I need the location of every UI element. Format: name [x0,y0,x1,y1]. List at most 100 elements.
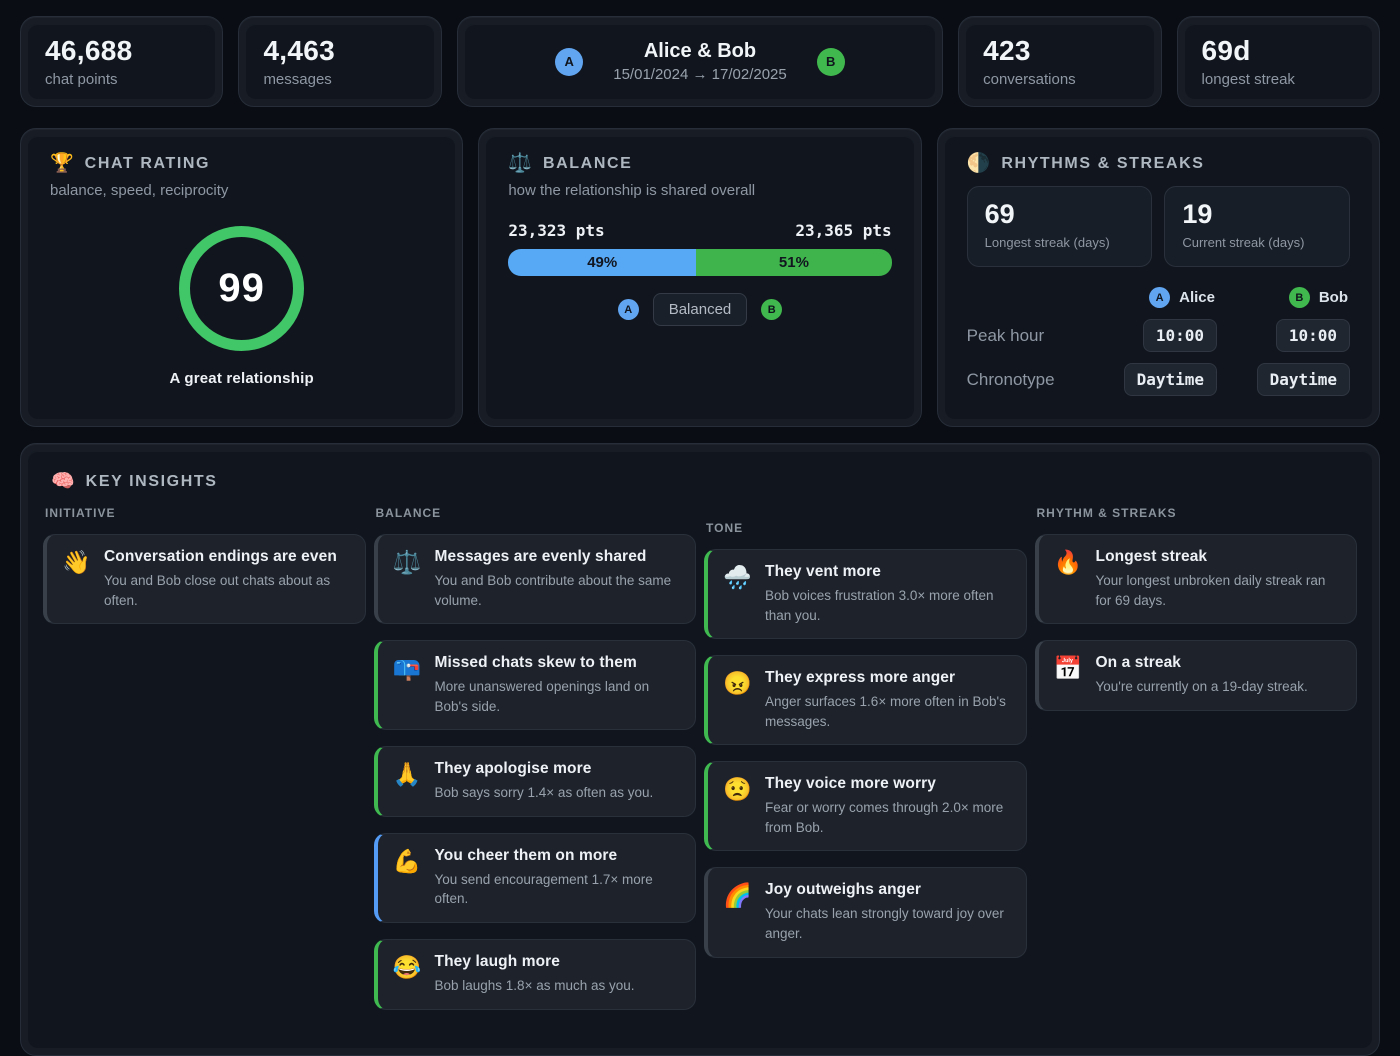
insight-card: 📅 On a streak You're currently on a 19-day… [1034,640,1357,711]
insight-title: They express more anger [765,669,956,687]
insight-title: On a streak [1095,654,1182,672]
stat-label: conversations [983,71,1076,88]
insight-title: They voice more worry [765,775,936,793]
insight-title: They apologise more [434,760,592,778]
mailbox-icon: 📪 [392,655,422,682]
top-stats-row: 46,688 chat points 4,463 messages A Alic… [20,16,1380,107]
insight-column-heading: TONE [706,521,744,535]
trophy-icon: 🏆 [50,153,74,174]
longest-streak-box: 69 Longest streak (days) [966,186,1153,267]
stat-value: 4,463 [263,35,336,66]
alice-percent: 49% [587,254,618,271]
insight-description: Your chats lean strongly toward joy over… [765,906,1004,941]
insight-description: You send encouragement 1.7× more often. [434,871,653,907]
insight-card: 🌧️ They vent more Bob voices frustration 3… [704,549,1027,640]
chronotype-row: Chronotype Daytime Daytime [967,363,1350,396]
panel-title: KEY INSIGHTS [85,472,218,490]
balance-bar-alice: 49% [508,249,697,276]
chronotype-bob: Daytime [1256,363,1350,396]
brain-icon: 🧠 [51,471,75,492]
insight-description: You and Bob close out chats about as oft… [104,573,331,608]
balance-bar-bob: 51% [696,249,892,276]
panel-subtitle: balance, speed, reciprocity [50,182,229,199]
fire-icon: 🔥 [1053,549,1083,575]
insight-column-balance: BALANCE ⚖️ Messages are evenly shared You a… [373,506,696,1026]
insight-title: Missed chats skew to them [434,654,637,672]
avatar-bob: B [761,299,783,320]
calendar-icon: 📅 [1053,655,1083,682]
peak-hour-row: Peak hour 10:00 10:00 [967,319,1350,352]
insight-card: 🙏 They apologise more Bob says sorry 1.4× … [373,746,696,817]
insight-description: You're currently on a 19-day streak. [1095,679,1308,695]
stat-label: longest streak [1201,71,1295,88]
tears-of-joy-icon: 😂 [392,953,422,980]
stat-value: 46,688 [45,35,133,66]
streak-label: Longest streak (days) [984,235,1110,250]
rhythms-streaks-panel: 🌗 RHYTHMS & STREAKS 69 Longest streak (d… [936,128,1380,427]
insight-column-rhythm-streaks: RHYTHM & STREAKS 🔥 Longest streak Your long… [1034,506,1357,1026]
insight-title: They laugh more [434,952,561,970]
insight-card: 😟 They voice more worry Fear or worry come… [704,761,1027,852]
date-range: 15/01/2024 → 17/02/2025 [613,66,787,83]
panel-title: RHYTHMS & STREAKS [1001,154,1205,172]
peak-hour-bob: 10:00 [1275,319,1350,352]
chat-rating-panel: 🏆 CHAT RATING balance, speed, reciprocit… [20,128,464,427]
insight-title: You cheer them on more [434,846,618,864]
insight-column-heading: BALANCE [375,506,442,520]
stat-card-chat-points: 46,688 chat points [20,16,224,107]
panel-title: CHAT RATING [84,154,211,172]
scales-icon: ⚖️ [508,153,532,174]
insight-column-heading: INITIATIVE [45,506,116,520]
bob-percent: 51% [778,254,809,271]
insight-description: Your longest unbroken daily streak ran f… [1095,573,1326,608]
current-streak-box: 19 Current streak (days) [1164,186,1350,267]
insight-description: More unanswered openings land on Bob's s… [434,679,650,714]
insight-columns: INITIATIVE 👋 Conversation endings are even… [43,506,1357,1026]
middle-panels-row: 🏆 CHAT RATING balance, speed, reciprocit… [20,128,1380,427]
panel-subtitle: how the relationship is shared overall [508,182,756,199]
insight-description: Fear or worry comes through 2.0× more fr… [765,800,1004,835]
stat-card-messages: 4,463 messages [238,16,442,107]
stat-card-conversations: 423 conversations [958,16,1162,107]
insight-title: Messages are evenly shared [434,548,647,565]
rating-verdict: A great relationship [169,370,314,387]
insight-description: Bob laughs 1.8× as much as you. [434,977,635,993]
insight-column-heading: RHYTHM & STREAKS [1036,506,1177,520]
pair-title: Alice & Bob [643,40,757,62]
folded-hands-icon: 🙏 [392,761,422,788]
insight-column-tone: TONE 🌧️ They vent more Bob voices frustrati… [704,506,1027,1026]
half-moon-icon: 🌗 [966,153,991,174]
insight-description: Bob says sorry 1.4× as often as you. [434,785,654,801]
insight-description: Anger surfaces 1.6× more often in Bob's … [765,694,1006,729]
insight-title: Longest streak [1095,548,1208,565]
avatar-bob: B [1288,287,1310,308]
bob-points: 23,365 pts [795,221,892,240]
stat-card-longest-streak: 69d longest streak [1176,16,1380,107]
balance-status-badge: Balanced [652,293,748,326]
insight-title: They vent more [765,563,881,580]
insight-column-initiative: INITIATIVE 👋 Conversation endings are even… [43,506,366,1026]
avatar-alice: A [617,299,639,320]
worried-face-icon: 😟 [723,776,752,803]
rating-score: 99 [218,266,265,310]
rain-cloud-icon: 🌧️ [723,564,752,590]
balance-bar: 49% 51% [508,249,892,276]
insight-card: 😠 They express more anger Anger surfaces 1… [704,655,1027,746]
avatar-bob: B [816,47,845,76]
insight-card: ⚖️ Messages are evenly shared You and Bob … [373,534,696,625]
streak-value: 69 [984,199,1015,229]
stat-value: 423 [983,35,1031,66]
insight-title: Conversation endings are even [104,548,337,565]
insight-card: 😂 They laugh more Bob laughs 1.8× as much … [373,938,696,1010]
person-alice: A Alice [1084,287,1217,308]
chronotype-alice: Daytime [1123,363,1217,396]
insight-description: Bob voices frustration 3.0× more often t… [765,588,994,623]
rainbow-icon: 🌈 [723,882,752,909]
avatar-alice: A [555,47,584,76]
pair-card: A Alice & Bob 15/01/2024 → 17/02/2025 B [456,16,944,107]
insight-card: 💪 You cheer them on more You send encourag… [373,832,696,923]
waving-hand-icon: 👋 [62,549,91,575]
insight-card: 👋 Conversation endings are even You and Bo… [43,534,366,625]
avatar-alice: A [1149,287,1171,308]
rating-ring: 99 [179,226,305,351]
